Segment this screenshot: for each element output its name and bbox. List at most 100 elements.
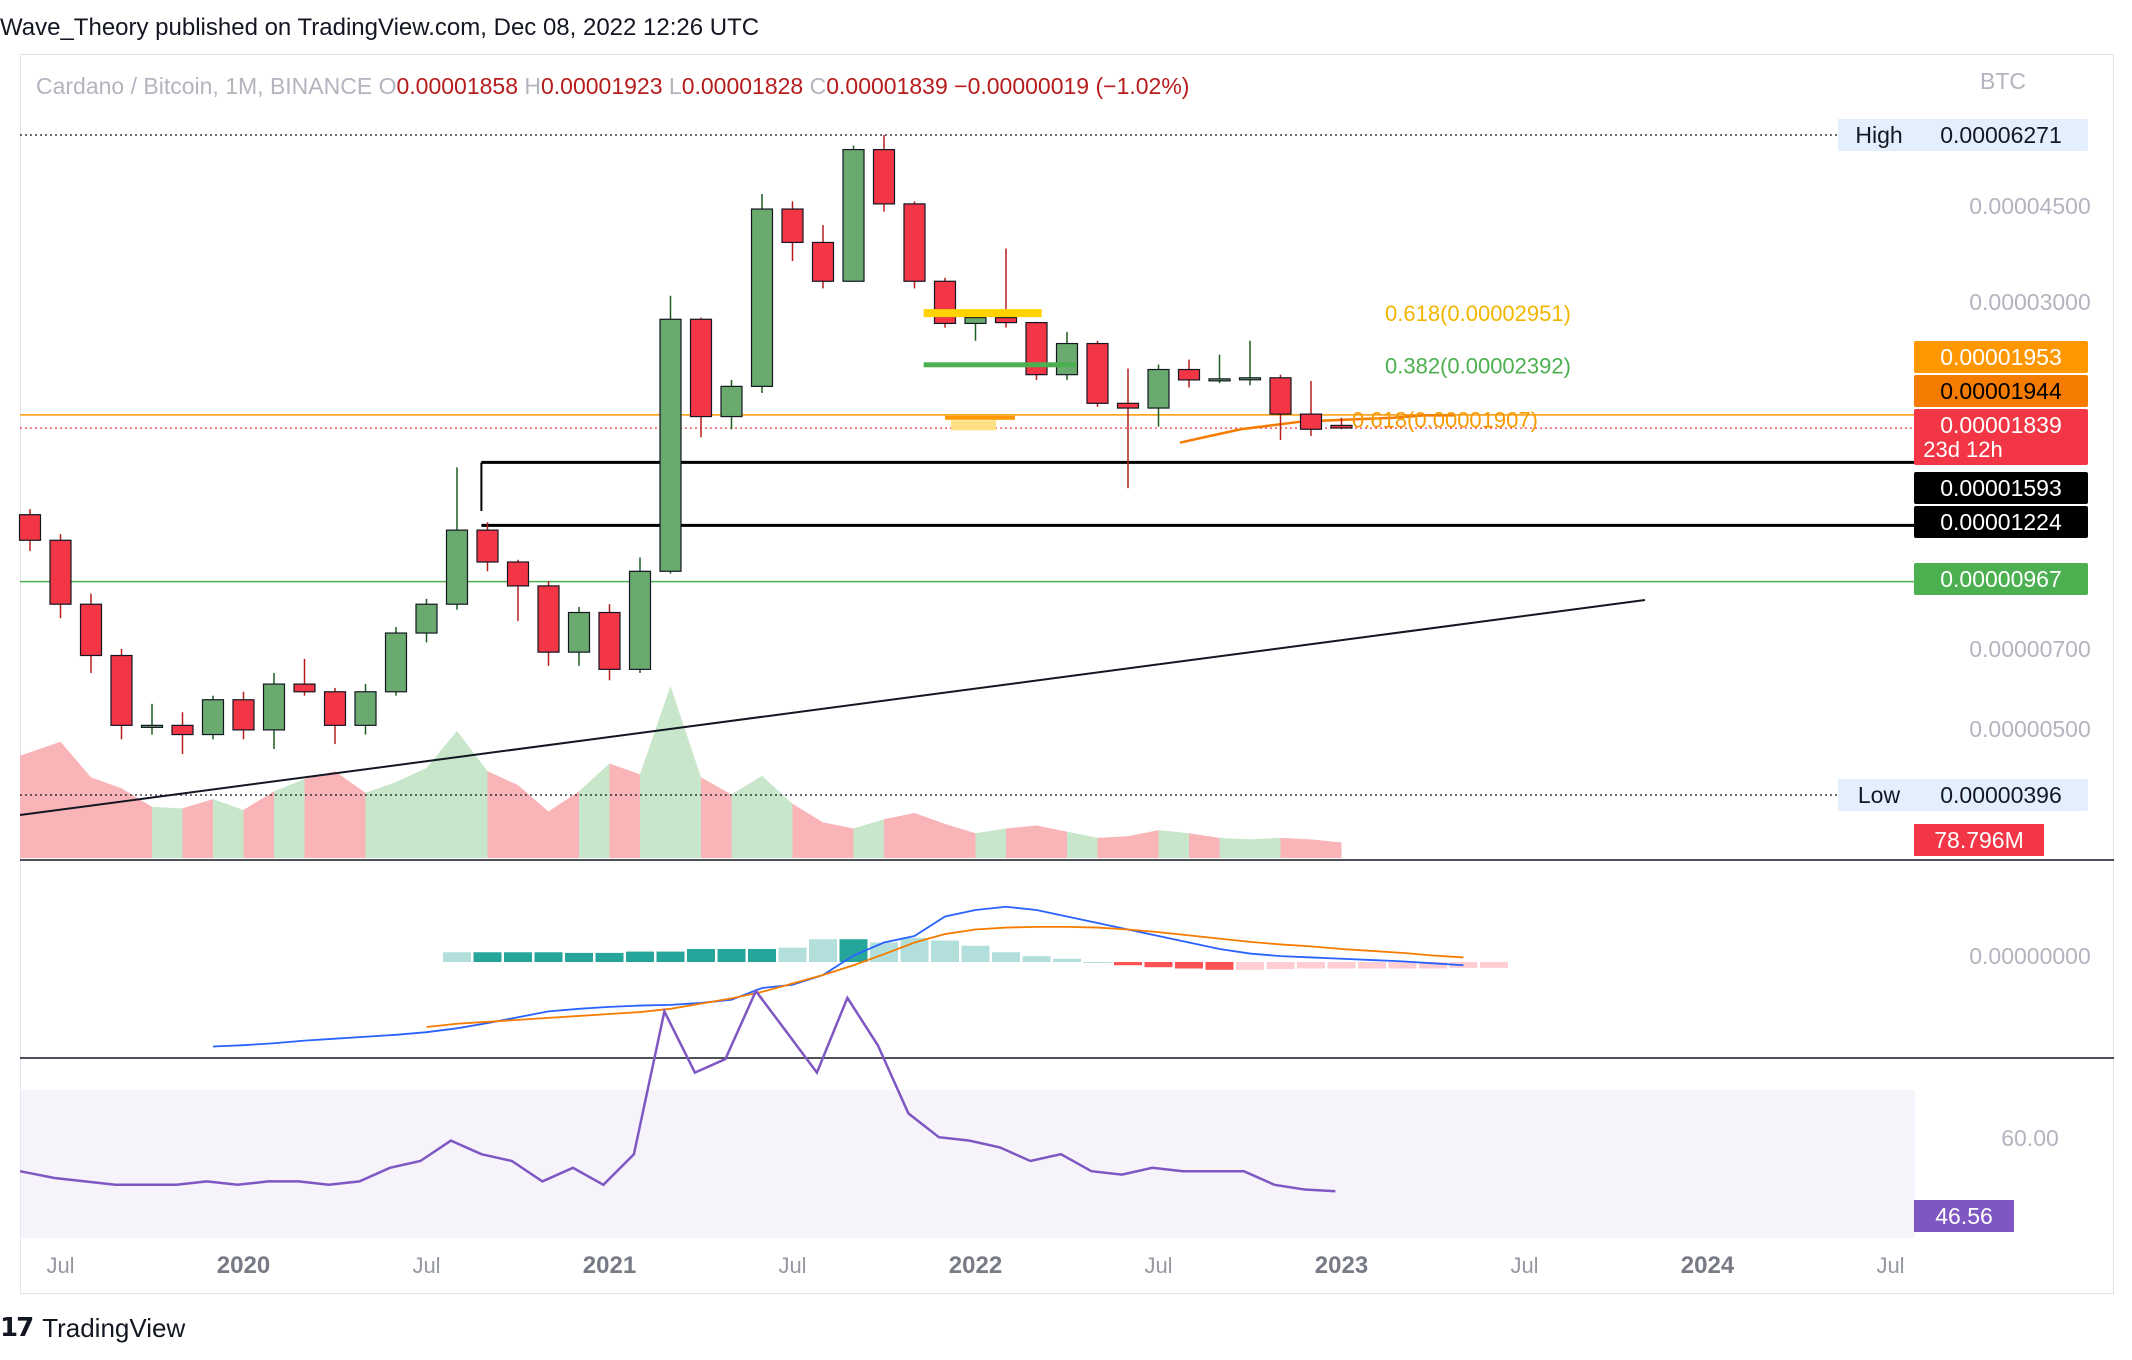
macd-hist-bar: [687, 949, 715, 962]
candle-body: [628, 570, 652, 670]
rsi-band: [20, 1090, 1915, 1238]
candle-body: [171, 724, 194, 736]
time-axis-tick: 2021: [583, 1252, 636, 1279]
volume-segment: [1219, 837, 1250, 858]
candle-body: [323, 691, 347, 726]
macd-hist-bar: [1175, 962, 1203, 969]
axis-currency: BTC: [1980, 68, 2026, 94]
macd-hist-bar: [656, 951, 685, 962]
chart-frame: [20, 54, 2114, 1294]
macd-hist-bar: [1266, 962, 1295, 970]
ascending-trendline: [19, 599, 1646, 816]
tradingview-logo-icon[interactable]: 17: [0, 1313, 34, 1343]
candle-body: [750, 208, 774, 387]
candle-body: [659, 318, 682, 572]
last-price-tag-value-bg: [1914, 409, 2088, 465]
volume-segment: [1036, 825, 1067, 858]
volume-segment: [1006, 825, 1037, 858]
high-tag-value: 0.00006271: [1940, 122, 2062, 148]
volume-segment: [945, 823, 976, 858]
macd-hist-bar: [1236, 962, 1264, 970]
macd-hist-bar: [870, 942, 898, 962]
volume-segment: [1128, 830, 1159, 858]
time-axis-tick: Jul: [778, 1253, 806, 1278]
macd-hist-bar: [595, 952, 624, 962]
trading-chart[interactable]: 0.618(0.00002951) 0.382(0.00002392) 0.618(…: [0, 0, 2132, 1300]
ohlc-legend: Cardano / Bitcoin, 1M, BINANCE O0.000018…: [36, 73, 1189, 99]
candle-body: [1238, 377, 1262, 381]
fib-label-0618: 0.618(0.00002951): [1385, 301, 1571, 326]
volume-segment: [213, 799, 244, 858]
level-1953-tag-value-bg: [1914, 341, 2088, 373]
macd-hist-bar: [443, 952, 471, 962]
candle-body: [537, 585, 560, 653]
publisher-header: Wave_Theory published on TradingView.com…: [0, 14, 760, 41]
tradingview-brand[interactable]: TradingView: [42, 1312, 186, 1343]
candles: [18, 135, 1353, 755]
candle-body: [994, 317, 1018, 324]
time-axis: Jul 2020 Jul 2021 Jul 2022 Jul 2023 Jul 2024 Jul: [46, 1252, 1904, 1279]
price-axis-tick: 0.00004500: [1969, 193, 2091, 219]
volume-segment: [640, 685, 671, 858]
volume-segment: [487, 771, 518, 858]
candle-body: [293, 683, 316, 693]
volume-segment: [1158, 830, 1189, 858]
candle-body: [476, 529, 499, 563]
candle-body: [201, 699, 225, 736]
macd-hist-bar: [961, 945, 990, 962]
macd-hist-bar: [1358, 962, 1386, 969]
candle-body: [781, 208, 804, 244]
candle-body: [1116, 402, 1140, 409]
macd-hist-bar: [992, 952, 1020, 962]
volume-segment: [1311, 839, 1342, 858]
macd-hist-bar: [1083, 962, 1112, 963]
macd-hist-bar: [1297, 962, 1325, 969]
volume-segment: [731, 775, 762, 858]
high-tag-value-bg: [1914, 119, 2088, 151]
volume-segment: [91, 777, 122, 858]
macd-hist-bar: [473, 952, 502, 962]
candle-body: [1147, 368, 1170, 409]
candle-body: [811, 241, 835, 282]
macd-hist-bar: [1144, 962, 1173, 968]
volume-segment: [823, 822, 854, 858]
fib-levels: 0.618(0.00002951) 0.382(0.00002392) 0.618(…: [923, 301, 1571, 432]
signal-line: [426, 926, 1464, 1028]
candle-body: [1055, 342, 1079, 376]
price-axis-tick: 0.00000500: [1969, 716, 2091, 742]
volume-segment: [60, 741, 91, 858]
time-axis-tick: Jul: [412, 1253, 440, 1278]
candle-body: [1025, 321, 1048, 376]
macd-hist-bar: [778, 947, 807, 962]
level-1944-tag-value-bg: [1914, 375, 2088, 407]
last-price-tag-countdown: 23d 12h: [1923, 437, 2003, 462]
level-0967-tag-value: 0.00000967: [1940, 566, 2062, 592]
fib-label-0382: 0.382(0.00002392): [1385, 353, 1571, 378]
level-0967-tag-value-bg: [1914, 563, 2088, 595]
price-lines: [20, 134, 1935, 796]
low-tag-value-bg: [1914, 779, 2088, 811]
macd-hist-bar: [626, 951, 654, 962]
time-axis-tick: 2022: [949, 1252, 1002, 1279]
level-1944-tag-value: 0.00001944: [1940, 378, 2062, 404]
candle-body: [903, 203, 926, 282]
candle-body: [415, 603, 438, 634]
volume-segment: [1189, 833, 1220, 858]
time-axis-tick: Jul: [1510, 1253, 1538, 1278]
macd-pane: [212, 905, 1508, 1048]
candle-body: [720, 385, 743, 418]
macd-hist-bar: [1327, 962, 1356, 969]
volume-segment: [243, 791, 274, 858]
volume-segment: [518, 785, 549, 858]
candle-body: [1299, 413, 1323, 430]
candle-body: [110, 654, 133, 726]
candle-body: [262, 683, 286, 731]
low-tag-label-bg: [1838, 779, 1920, 811]
macd-hist-bar: [931, 940, 959, 962]
volume-segment: [853, 819, 884, 858]
footer: 17 TradingView: [0, 1308, 185, 1348]
macd-hist-bar: [1205, 962, 1234, 970]
candle-body: [79, 603, 103, 657]
macd-hist-bar: [1114, 962, 1142, 966]
price-axis: 0.00004500 0.00003000 0.00000700 0.00000500…: [1838, 68, 2091, 1232]
